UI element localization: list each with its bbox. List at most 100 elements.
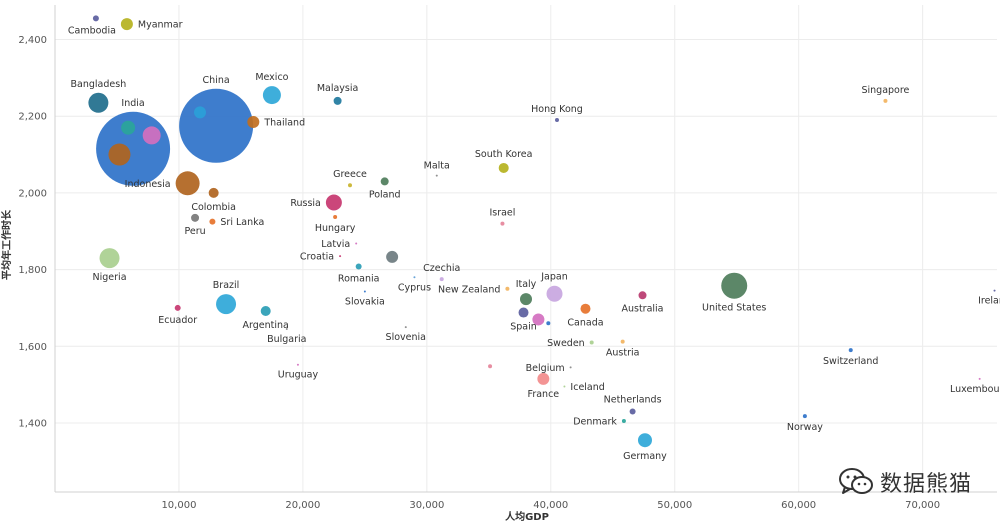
- x-axis-title: 人均GDP: [505, 510, 549, 523]
- bubble-point[interactable]: [520, 293, 532, 306]
- bubble-point[interactable]: [637, 433, 652, 448]
- bubble-point[interactable]: [439, 277, 444, 282]
- bubble-point[interactable]: [142, 126, 161, 145]
- bubble-point[interactable]: [505, 286, 510, 291]
- bubble-label: Sri Lanka: [220, 217, 264, 228]
- y-tick-label: 1,800: [18, 265, 47, 276]
- bubble-point[interactable]: [435, 174, 438, 177]
- bubble-point[interactable]: [108, 143, 131, 166]
- bubble-point[interactable]: [347, 183, 352, 188]
- bubble-label: Hungary: [315, 223, 356, 234]
- x-tick-label: 60,000: [781, 500, 816, 511]
- y-tick-label: 2,400: [18, 35, 47, 46]
- y-tick-label: 2,000: [18, 188, 47, 199]
- bubble-label: Slovakia: [345, 296, 385, 307]
- x-tick-label: 20,000: [285, 500, 320, 511]
- bubble-point[interactable]: [191, 213, 200, 222]
- bubble-point[interactable]: [209, 218, 216, 225]
- bubble-label: Singapore: [861, 85, 909, 96]
- bubble-point[interactable]: [99, 248, 120, 269]
- bubble-label: Uruguay: [278, 370, 319, 381]
- bubble-point[interactable]: [88, 92, 109, 113]
- bubble-point[interactable]: [532, 313, 545, 326]
- bubble-point[interactable]: [194, 106, 207, 119]
- bubble-point[interactable]: [120, 18, 133, 31]
- bubble-label: Slovenia: [386, 332, 426, 343]
- bubble-point[interactable]: [500, 221, 505, 226]
- bubble-point[interactable]: [363, 290, 366, 293]
- bubble-point[interactable]: [721, 272, 748, 299]
- bubble-point[interactable]: [92, 15, 99, 22]
- bubble-point[interactable]: [563, 385, 566, 388]
- bubble-point[interactable]: [247, 115, 260, 128]
- bubble-label: Switzerland: [823, 356, 878, 367]
- bubble-label: Cyprus: [398, 282, 431, 293]
- bubble-point[interactable]: [413, 276, 416, 279]
- bubble-point[interactable]: [175, 171, 200, 196]
- bubble-point[interactable]: [518, 307, 529, 318]
- bubble-label: Malta: [424, 161, 450, 172]
- bubble-point[interactable]: [262, 86, 281, 105]
- bubble-point[interactable]: [333, 96, 342, 105]
- bubble-label: Argentina: [243, 320, 289, 331]
- bubble-point[interactable]: [174, 304, 181, 311]
- bubble-point[interactable]: [216, 294, 237, 315]
- bubble-label: Hong Kong: [531, 104, 583, 115]
- bubble-point[interactable]: [208, 187, 219, 198]
- bubble-label: Indonesia: [125, 179, 171, 190]
- bubble-label: Russia: [290, 198, 321, 209]
- bubble-point[interactable]: [325, 194, 342, 211]
- bubble-point[interactable]: [355, 242, 358, 245]
- bubble-point[interactable]: [285, 328, 288, 331]
- bubble-label: Norway: [787, 422, 823, 433]
- bubble-labels: Cambodia Myanmar Bangladesh India China Thail…: [68, 20, 1000, 463]
- bubble-point[interactable]: [498, 162, 509, 173]
- bubble-point[interactable]: [121, 120, 136, 135]
- wechat-icon: [838, 468, 873, 494]
- bubble-point[interactable]: [355, 263, 362, 270]
- bubble-label: Poland: [369, 189, 401, 200]
- bubble-point[interactable]: [380, 177, 389, 186]
- bubble-point[interactable]: [404, 326, 407, 329]
- x-tick-label: 50,000: [657, 500, 692, 511]
- bubble-label: Bangladesh: [71, 79, 127, 90]
- bubble-point[interactable]: [179, 88, 254, 163]
- bubble-point[interactable]: [883, 98, 888, 103]
- bubble-label: France: [528, 389, 560, 400]
- bubble-point[interactable]: [296, 363, 299, 366]
- bubble-point[interactable]: [629, 408, 636, 415]
- bubble-label: Japan: [540, 272, 568, 283]
- bubble-label: Peru: [184, 226, 205, 237]
- y-axis-ticks: 1,400 1,600 1,800 2,000 2,200 2,400: [18, 35, 47, 429]
- bubble-point[interactable]: [993, 289, 996, 292]
- watermark-text: 数据熊猫: [879, 472, 972, 497]
- bubble-point[interactable]: [386, 250, 399, 263]
- bubble-point[interactable]: [580, 303, 591, 314]
- bubble-point[interactable]: [620, 339, 625, 344]
- bubble-point[interactable]: [848, 348, 853, 353]
- bubble-point[interactable]: [333, 215, 338, 220]
- bubble-point[interactable]: [554, 118, 559, 123]
- bubble-point[interactable]: [537, 372, 550, 385]
- bubble-point[interactable]: [978, 377, 981, 380]
- bubble-point[interactable]: [260, 306, 271, 317]
- watermark: 数据熊猫: [838, 466, 972, 498]
- x-tick-label: 40,000: [533, 500, 568, 511]
- bubble-label: Myanmar: [138, 20, 183, 31]
- bubble-label: Czechia: [423, 263, 460, 274]
- bubble-point[interactable]: [589, 340, 594, 345]
- y-tick-label: 1,600: [18, 342, 47, 353]
- bubble-point[interactable]: [488, 364, 493, 369]
- bubble-point[interactable]: [546, 321, 551, 326]
- bubble-point[interactable]: [339, 255, 342, 258]
- bubble-point[interactable]: [546, 285, 563, 302]
- bubble-point[interactable]: [638, 291, 647, 300]
- bubble-point[interactable]: [802, 414, 807, 419]
- bubble-point[interactable]: [621, 419, 626, 424]
- bubble-label: Nigeria: [93, 272, 127, 283]
- bubble-label: Canada: [567, 318, 603, 329]
- bubble-label: Bulgaria: [267, 334, 306, 345]
- grid-lines: [54, 5, 997, 493]
- bubble-point[interactable]: [569, 366, 572, 369]
- bubble-label: South Korea: [475, 149, 533, 160]
